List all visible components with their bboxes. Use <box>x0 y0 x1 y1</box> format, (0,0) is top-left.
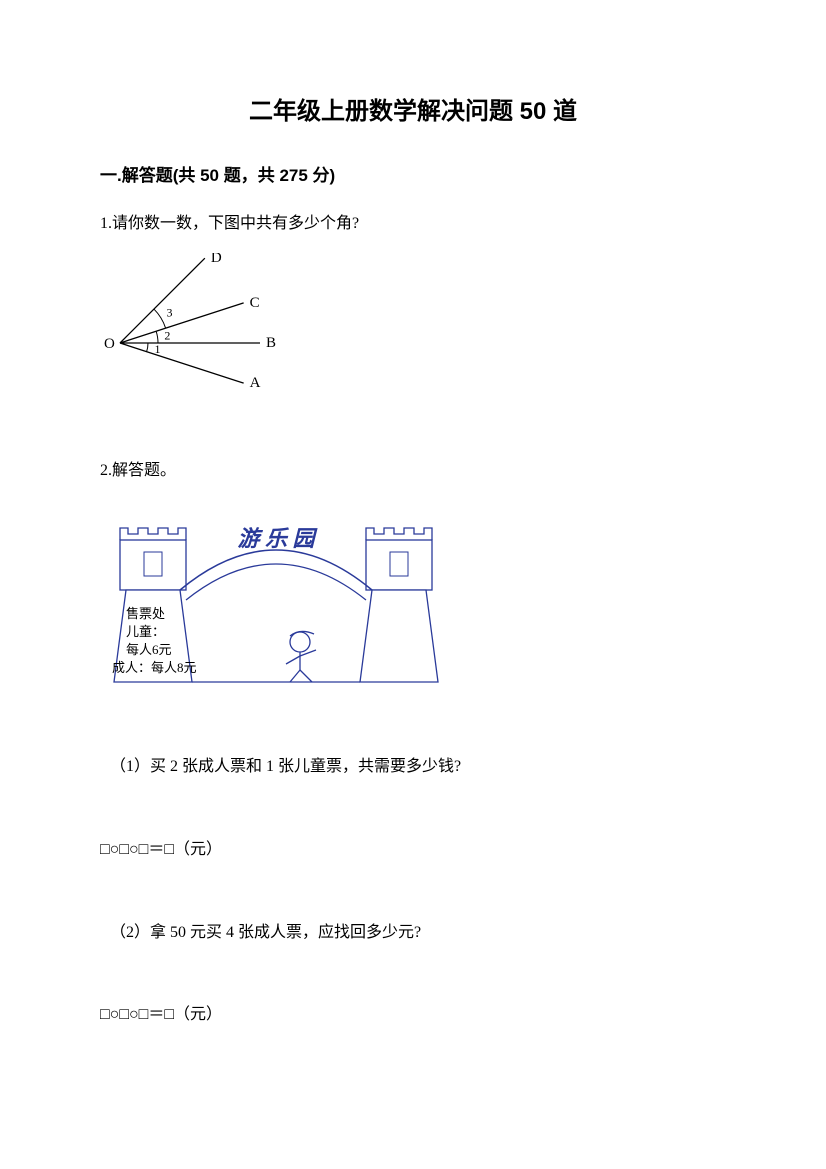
question-1-text: 1.请你数一数，下图中共有多少个角? <box>100 210 726 239</box>
svg-text:O: O <box>104 336 115 352</box>
question-2-sub1: （1）买 2 张成人票和 1 张儿童票，共需要多少钱? <box>110 753 726 782</box>
question-2-text: 2.解答题。 <box>100 457 726 486</box>
question-2-sub2: （2）拿 50 元买 4 张成人票，应找回多少元? <box>110 919 726 948</box>
section-heading: 一.解答题(共 50 题，共 275 分) <box>100 161 726 192</box>
svg-text:游 乐 园: 游 乐 园 <box>237 526 318 551</box>
svg-text:售票处: 售票处 <box>126 606 165 621</box>
page-title: 二年级上册数学解决问题 50 道 <box>100 90 726 133</box>
svg-text:3: 3 <box>166 305 172 319</box>
question-2-eq1: □○□○□＝□（元） <box>100 836 726 865</box>
question-2-figure: 游 乐 园售票处儿童： 每人6元成人：每人8元 <box>100 500 726 711</box>
svg-text:C: C <box>250 294 260 310</box>
svg-text:每人6元: 每人6元 <box>126 642 172 657</box>
svg-text:D: D <box>211 253 222 266</box>
svg-text:1: 1 <box>155 342 161 356</box>
question-2-eq2: □○□○□＝□（元） <box>100 1001 726 1030</box>
svg-text:2: 2 <box>164 328 170 342</box>
park-gate-diagram: 游 乐 园售票处儿童： 每人6元成人：每人8元 <box>100 500 460 700</box>
question-1-figure: A B C D O 12 3 <box>100 253 726 434</box>
angle-diagram: A B C D O 12 3 <box>100 253 320 423</box>
svg-text:B: B <box>266 335 276 351</box>
svg-text:成人：每人8元: 成人：每人8元 <box>112 660 197 675</box>
svg-text:儿童：: 儿童： <box>126 624 165 639</box>
svg-text:A: A <box>250 375 261 391</box>
